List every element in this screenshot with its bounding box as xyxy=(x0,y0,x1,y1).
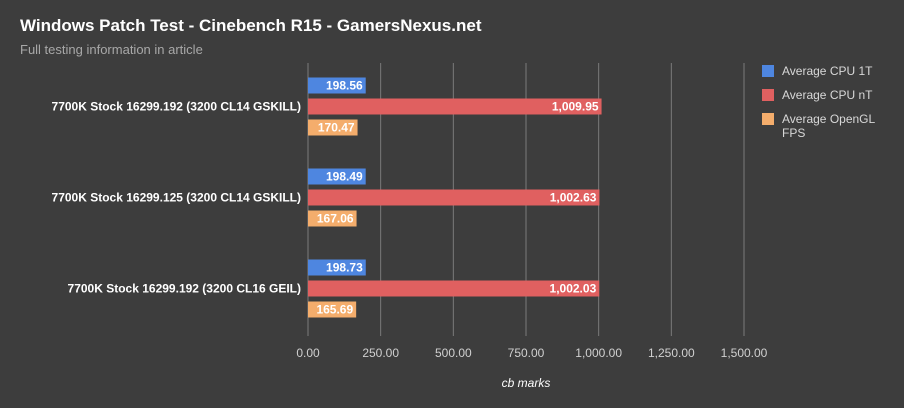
bar-value-label: 198.73 xyxy=(326,261,363,275)
bar-value-label: 198.49 xyxy=(326,170,363,184)
x-tick-label: 1,000.00 xyxy=(575,346,622,360)
x-tick-label: 500.00 xyxy=(435,346,472,360)
x-tick-label: 1,250.00 xyxy=(648,346,695,360)
legend-item: Average OpenGL FPS xyxy=(762,112,892,140)
bar xyxy=(308,301,357,318)
bar-value-label: 170.47 xyxy=(318,121,355,135)
bar-value-label: 198.56 xyxy=(326,79,363,93)
legend-label: Average OpenGL FPS xyxy=(782,112,875,140)
category-label: 7700K Stock 16299.125 (3200 CL14 GSKILL) xyxy=(52,191,301,205)
chart-legend: Average CPU 1T Average CPU nT Average Open… xyxy=(762,64,892,150)
bar xyxy=(308,210,357,227)
bar xyxy=(308,280,600,297)
bar xyxy=(308,119,358,136)
x-tick-label: 750.00 xyxy=(508,346,545,360)
chart-subtitle: Full testing information in article xyxy=(20,42,203,57)
chart-title: Windows Patch Test - Cinebench R15 - Gam… xyxy=(20,16,482,35)
legend-label: Average CPU 1T xyxy=(782,64,873,78)
legend-item: Average CPU nT xyxy=(762,88,892,102)
category-label: 7700K Stock 16299.192 (3200 CL14 GSKILL) xyxy=(52,100,301,114)
legend-item: Average CPU 1T xyxy=(762,64,892,78)
legend-swatch xyxy=(762,89,774,101)
bar xyxy=(308,98,602,115)
bar-value-label: 1,002.63 xyxy=(550,191,597,205)
bar xyxy=(308,259,366,276)
x-tick-label: 0.00 xyxy=(296,346,320,360)
bar-value-label: 165.69 xyxy=(316,303,353,317)
legend-swatch xyxy=(762,113,774,125)
bar-value-label: 1,009.95 xyxy=(552,100,599,114)
bar xyxy=(308,189,600,206)
x-axis-title: cb marks xyxy=(502,376,551,390)
bar xyxy=(308,77,366,94)
legend-swatch xyxy=(762,65,774,77)
x-tick-label: 250.00 xyxy=(362,346,399,360)
category-label: 7700K Stock 16299.192 (3200 CL16 GEIL) xyxy=(68,282,301,296)
bar xyxy=(308,168,366,185)
bar-value-label: 167.06 xyxy=(317,212,354,226)
legend-label: Average CPU nT xyxy=(782,88,873,102)
bar-value-label: 1,002.03 xyxy=(550,282,597,296)
x-tick-label: 1,500.00 xyxy=(721,346,768,360)
